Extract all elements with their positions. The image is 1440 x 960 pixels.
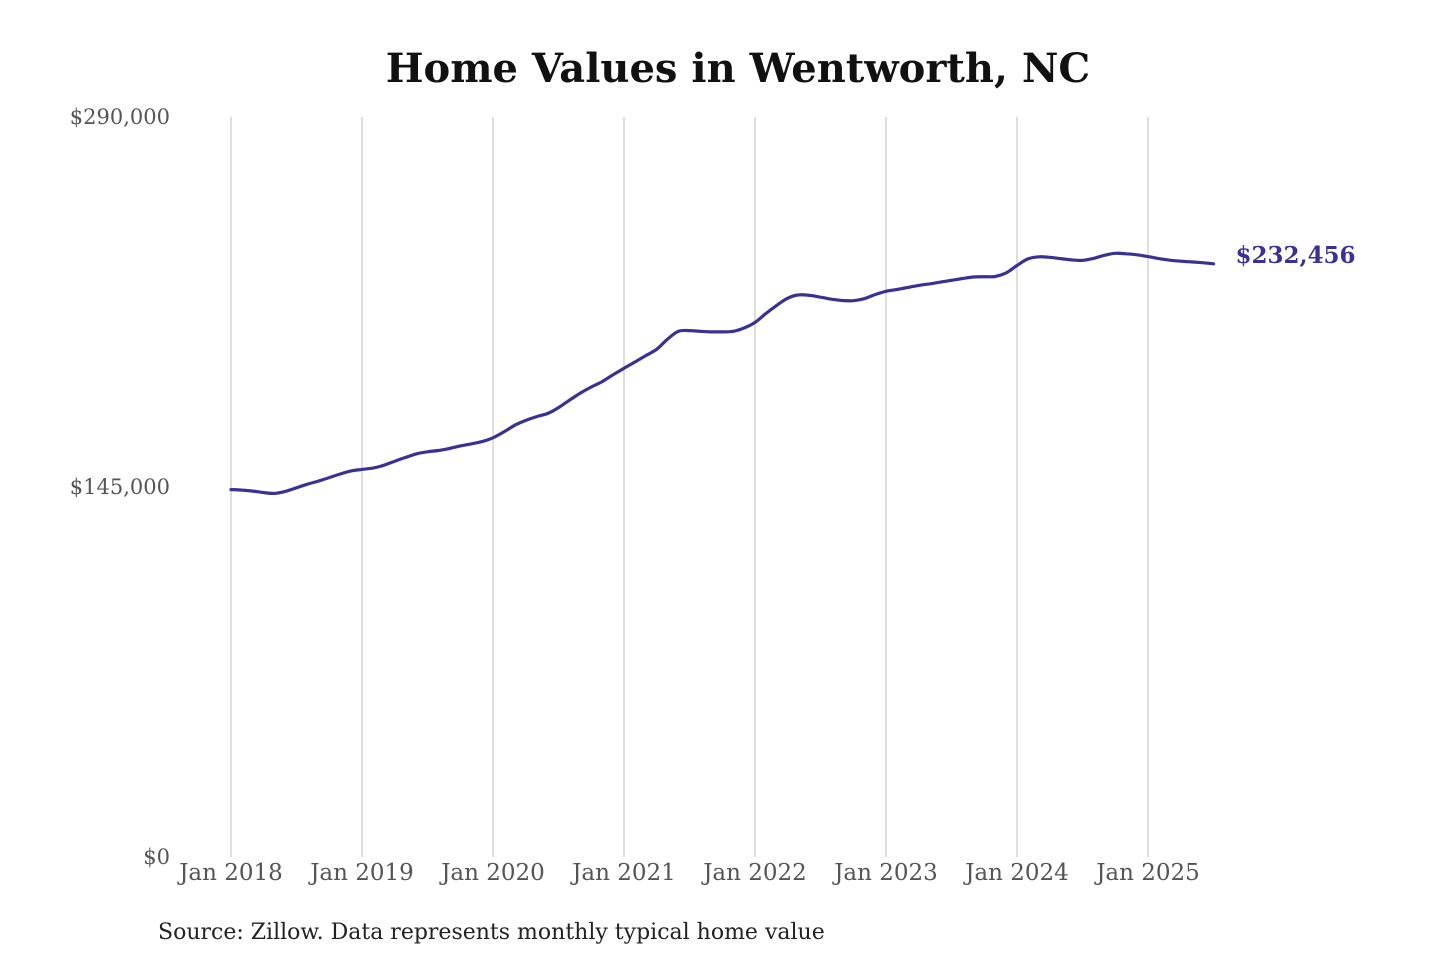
- x-tick-label: Jan 2024: [963, 860, 1069, 886]
- x-tick-label: Jan 2021: [570, 860, 676, 886]
- series-line: [229, 251, 1216, 496]
- x-tick-label: Jan 2019: [308, 860, 414, 886]
- y-axis-ticks: $0 $145,000 $290,000: [70, 105, 170, 869]
- y-tick-label: $290,000: [70, 105, 170, 129]
- y-tick-label: $0: [143, 845, 170, 869]
- x-axis-ticks: Jan 2018 Jan 2019 Jan 2020 Jan 2021 Jan 2022…: [177, 860, 1200, 886]
- x-tick-label: Jan 2023: [832, 860, 938, 886]
- x-tick-label: Jan 2018: [177, 860, 283, 886]
- source-note: Source: Zillow. Data represents monthly …: [158, 920, 825, 945]
- y-tick-label: $145,000: [70, 475, 170, 499]
- chart-title: Home Values in Wentworth, NC: [386, 45, 1091, 92]
- end-value-label: $232,456: [1236, 242, 1356, 269]
- gridlines: [230, 117, 1149, 857]
- x-tick-label: Jan 2022: [701, 860, 807, 886]
- x-tick-label: Jan 2020: [439, 860, 545, 886]
- x-tick-label: Jan 2025: [1094, 860, 1200, 886]
